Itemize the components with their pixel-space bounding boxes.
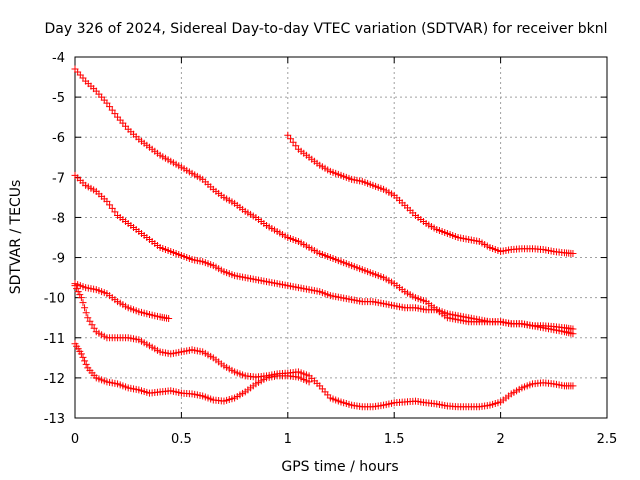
x-tick-label: 2	[496, 432, 504, 447]
x-tick-label: 0	[71, 432, 79, 447]
data-point-marker	[569, 382, 577, 390]
data-point-marker	[71, 282, 79, 290]
data-point-marker	[77, 294, 85, 302]
data-point-marker	[74, 288, 82, 296]
x-tick-label: 1	[284, 432, 292, 447]
data-point-marker	[284, 131, 292, 139]
data-point-marker	[103, 99, 111, 107]
data-point-marker	[79, 353, 87, 361]
data-point-marker	[289, 138, 297, 146]
data-point-marker	[90, 324, 98, 332]
y-tick-label: -11	[44, 332, 65, 347]
x-tick-label: 0.5	[171, 432, 192, 447]
y-tick-label: -12	[44, 372, 65, 387]
data-point-marker	[79, 299, 87, 307]
y-tick-label: -10	[44, 292, 65, 307]
data-point-marker	[106, 103, 114, 111]
y-tick-label: -13	[44, 412, 65, 427]
y-tick-label: -9	[52, 252, 65, 267]
series-track-6	[71, 340, 313, 405]
data-point-marker	[108, 204, 116, 212]
y-tick-label: -6	[52, 131, 65, 146]
series-track-2	[284, 131, 577, 258]
data-point-marker	[569, 250, 577, 258]
series-track-1	[71, 65, 577, 338]
data-point-marker	[165, 315, 173, 323]
data-point-marker	[111, 208, 119, 216]
series-track-3	[71, 171, 577, 333]
data-point-marker	[569, 325, 577, 333]
plot-frame	[74, 56, 608, 419]
data-point-marker	[111, 110, 119, 118]
data-point-marker	[88, 321, 96, 329]
data-point-marker	[103, 197, 111, 205]
data-point-marker	[86, 317, 94, 325]
data-points	[71, 65, 577, 411]
data-point-marker	[82, 309, 90, 317]
data-point-marker	[305, 378, 313, 386]
data-point-marker	[76, 291, 84, 299]
data-point-marker	[81, 357, 89, 365]
data-point-marker	[106, 201, 114, 209]
series-track-5	[71, 282, 577, 411]
y-axis-label: SDTVAR / TECUs	[8, 180, 24, 295]
y-tick-label: -5	[52, 91, 65, 106]
axis-ticks: 0 0.5 1 1.5 2 2.5 -4 -5 -6 -7 -8 -9 -10 -11 -12 -13	[44, 51, 618, 447]
data-point-marker	[82, 360, 90, 368]
data-point-marker	[77, 350, 85, 358]
data-point-marker	[108, 106, 116, 114]
series-track-4	[71, 280, 173, 323]
x-axis-label: GPS time / hours	[281, 459, 398, 475]
x-tick-label: 2.5	[597, 432, 618, 447]
data-point-marker	[84, 314, 92, 322]
data-point-marker	[73, 285, 81, 293]
y-tick-label: -7	[52, 171, 65, 186]
x-tick-label: 1.5	[384, 432, 405, 447]
y-tick-label: -8	[52, 211, 65, 226]
chart-title: Day 326 of 2024, Sidereal Day-to-day VTE…	[45, 21, 608, 37]
grid	[75, 57, 607, 418]
data-point-marker	[292, 142, 300, 150]
data-point-marker	[286, 135, 294, 143]
data-point-marker	[81, 304, 89, 312]
y-tick-label: -4	[52, 51, 65, 66]
